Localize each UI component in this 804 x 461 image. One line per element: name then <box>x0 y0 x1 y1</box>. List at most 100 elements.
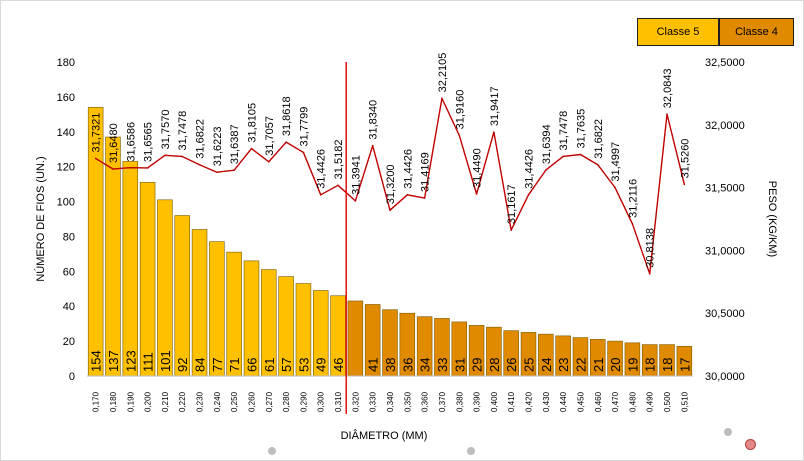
bar-value-label: 57 <box>279 358 294 372</box>
y-right-tick-label: 30,5000 <box>705 308 745 320</box>
x-tick-label: 0,340 <box>386 391 395 412</box>
x-tick-label: 0,450 <box>576 391 585 412</box>
x-tick-label: 0,220 <box>178 391 187 412</box>
peso-point <box>441 97 443 100</box>
bar <box>174 215 190 377</box>
bar <box>347 300 364 377</box>
peso-point <box>562 155 564 158</box>
peso-point <box>614 186 616 189</box>
peso-point <box>198 163 201 166</box>
y-left-tick-label: 20 <box>63 336 75 348</box>
legend-label-classe-5: Classe 5 <box>656 26 700 38</box>
x-tick-label: 0,420 <box>525 391 534 412</box>
peso-point <box>354 200 357 202</box>
x-tick-label: 0,170 <box>92 391 101 412</box>
x-tick-label: 0,350 <box>403 391 412 412</box>
x-axis-title: DIÂMETRO (MM) <box>341 429 428 442</box>
y-left-tick-label: 140 <box>57 127 75 139</box>
x-tick-label: 0,180 <box>109 391 118 412</box>
line-value-label: 31,6822 <box>195 119 207 159</box>
line-value-label: 31,2116 <box>627 179 639 218</box>
peso-point <box>475 193 478 195</box>
x-tick-label: 0,250 <box>230 391 239 412</box>
peso-point <box>233 169 235 171</box>
peso-point <box>458 134 461 137</box>
bar-value-label: 111 <box>141 352 156 372</box>
line-value-label: 31,9160 <box>454 90 466 130</box>
bar-value-label: 18 <box>660 358 675 372</box>
line-value-label: 31,7478 <box>177 111 189 151</box>
line-value-label: 31,4490 <box>472 148 484 188</box>
bar-value-label: 84 <box>193 358 208 372</box>
line-value-label: 31,4426 <box>524 149 536 189</box>
peso-point <box>406 194 409 196</box>
bar-value-label: 46 <box>331 358 346 372</box>
line-value-label: 31,7635 <box>575 109 587 149</box>
peso-point <box>371 144 374 147</box>
y-left-tick-label: 60 <box>63 266 75 278</box>
bar-value-label: 36 <box>400 358 415 372</box>
x-tick-label: 0,480 <box>628 391 637 412</box>
x-tick-label: 0,300 <box>317 391 326 412</box>
line-value-label: 31,8105 <box>246 103 258 143</box>
y-right-tick-label: 30,0000 <box>705 371 745 383</box>
peso-point <box>683 183 686 186</box>
line-value-label: 31,3941 <box>350 155 362 195</box>
y-right-tick-label: 31,5000 <box>705 183 745 195</box>
y-left-axis-title: NÚMERO DE FIOS (UN.) <box>34 156 47 281</box>
y-right-tick-label: 31,0000 <box>705 245 745 257</box>
peso-point <box>510 229 512 231</box>
y-left-tick-label: 120 <box>57 162 75 174</box>
line-value-label: 31,1617 <box>506 184 518 224</box>
line-value-label: 31,8618 <box>281 96 293 136</box>
peso-point <box>545 169 547 171</box>
x-tick-label: 0,310 <box>334 391 343 412</box>
decorative-dot-2 <box>467 447 475 455</box>
bar-value-label: 38 <box>383 358 398 372</box>
bar-value-label: 33 <box>435 358 450 372</box>
line-value-label: 31,4426 <box>316 149 328 189</box>
y-right-tick-label: 32,5000 <box>705 57 745 69</box>
line-value-label: 31,3200 <box>385 164 397 204</box>
peso-point <box>337 184 339 187</box>
bar-value-label: 21 <box>591 358 606 372</box>
bar-value-label: 101 <box>158 350 173 372</box>
peso-point <box>493 131 495 133</box>
bar-value-label: 18 <box>643 358 658 372</box>
bar <box>226 251 242 377</box>
peso-point <box>389 209 391 212</box>
line-value-label: 31,5182 <box>333 140 345 180</box>
peso-point <box>648 272 651 275</box>
decorative-dot-1 <box>268 447 276 455</box>
line-value-label: 31,9417 <box>489 86 501 126</box>
bar-value-label: 53 <box>296 358 311 372</box>
bar <box>122 161 139 377</box>
y-right-tick-label: 32,0000 <box>705 120 745 132</box>
line-value-label: 31,6223 <box>212 126 224 166</box>
x-tick-label: 0,460 <box>594 391 603 412</box>
peso-point <box>181 155 184 158</box>
y-left-tick-label: 160 <box>57 92 75 104</box>
bar <box>139 182 156 377</box>
line-value-label: 32,2105 <box>437 53 449 93</box>
peso-point <box>146 167 149 169</box>
line-value-label: 31,5260 <box>679 139 691 179</box>
x-tick-label: 0,380 <box>455 391 464 412</box>
bar <box>209 241 225 377</box>
bar <box>105 136 121 377</box>
x-tick-label: 0,290 <box>299 391 308 412</box>
x-tick-label: 0,190 <box>126 391 135 412</box>
x-tick-label: 0,400 <box>490 391 499 412</box>
peso-point <box>250 147 253 150</box>
peso-point <box>268 160 270 163</box>
bar-value-label: 28 <box>487 358 502 372</box>
x-tick-label: 0,260 <box>247 391 256 412</box>
bar-value-label: 23 <box>556 358 571 372</box>
line-value-label: 31,4169 <box>420 152 432 192</box>
peso-point <box>94 157 97 160</box>
line-value-label: 31,7478 <box>558 111 570 151</box>
x-tick-label: 0,330 <box>369 391 378 412</box>
x-tick-label: 0,430 <box>542 391 551 412</box>
x-tick-label: 0,270 <box>265 391 274 412</box>
